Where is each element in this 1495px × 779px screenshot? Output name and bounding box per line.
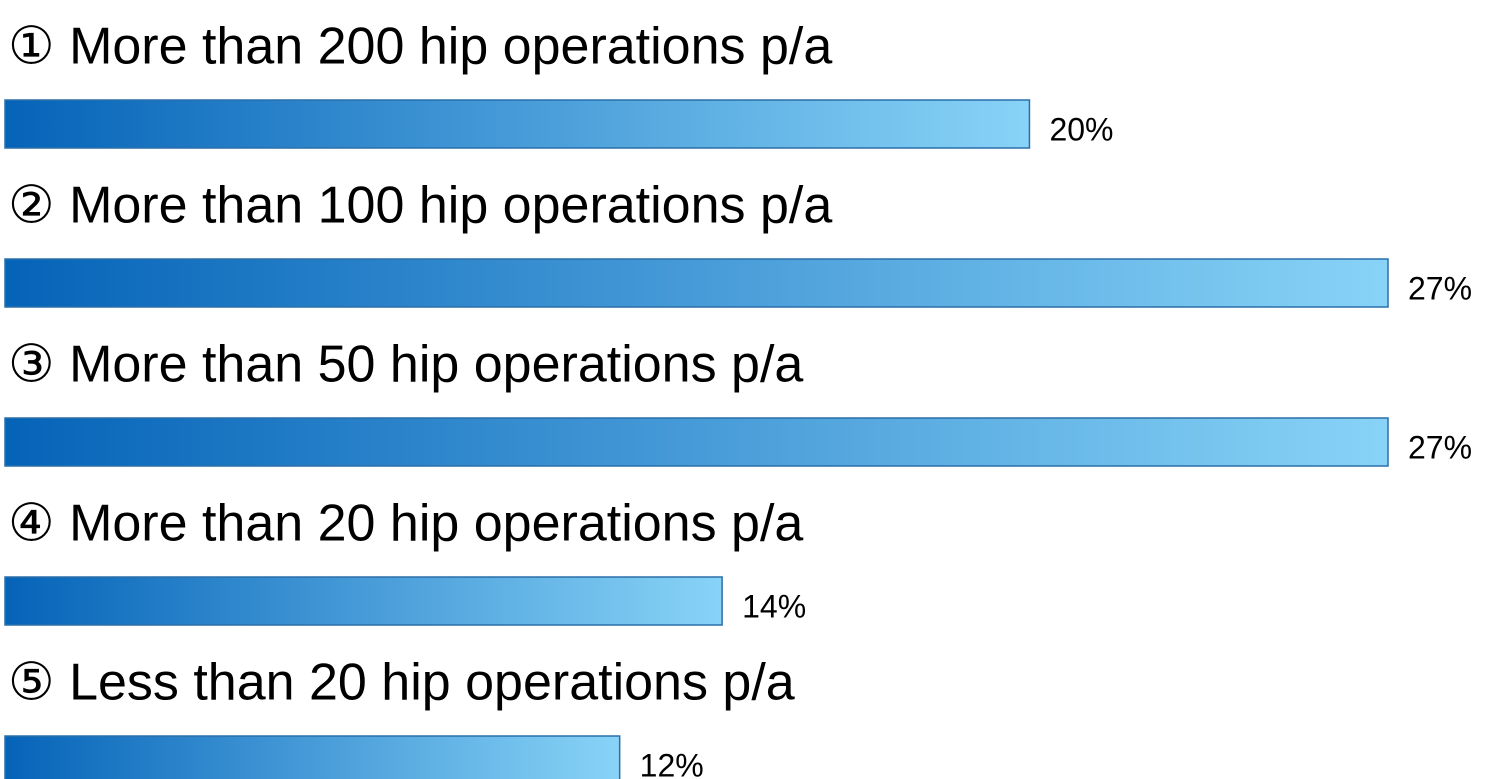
value-label: 27% — [1408, 429, 1472, 465]
value-label: 14% — [742, 588, 806, 624]
category-label: ① More than 200 hip operations p/a — [8, 18, 832, 76]
bar — [4, 99, 1031, 149]
category-label: ④ More than 20 hip operations p/a — [8, 495, 803, 553]
value-label: 27% — [1408, 270, 1472, 306]
category-label: ⑤ Less than 20 hip operations p/a — [8, 654, 795, 712]
value-label: 12% — [640, 747, 704, 779]
bar — [4, 258, 1389, 308]
value-label: 20% — [1049, 111, 1113, 147]
category-label: ③ More than 50 hip operations p/a — [8, 336, 803, 394]
bar — [4, 576, 723, 626]
bar — [4, 417, 1389, 467]
category-label: ② More than 100 hip operations p/a — [8, 177, 832, 235]
bar — [4, 735, 621, 779]
